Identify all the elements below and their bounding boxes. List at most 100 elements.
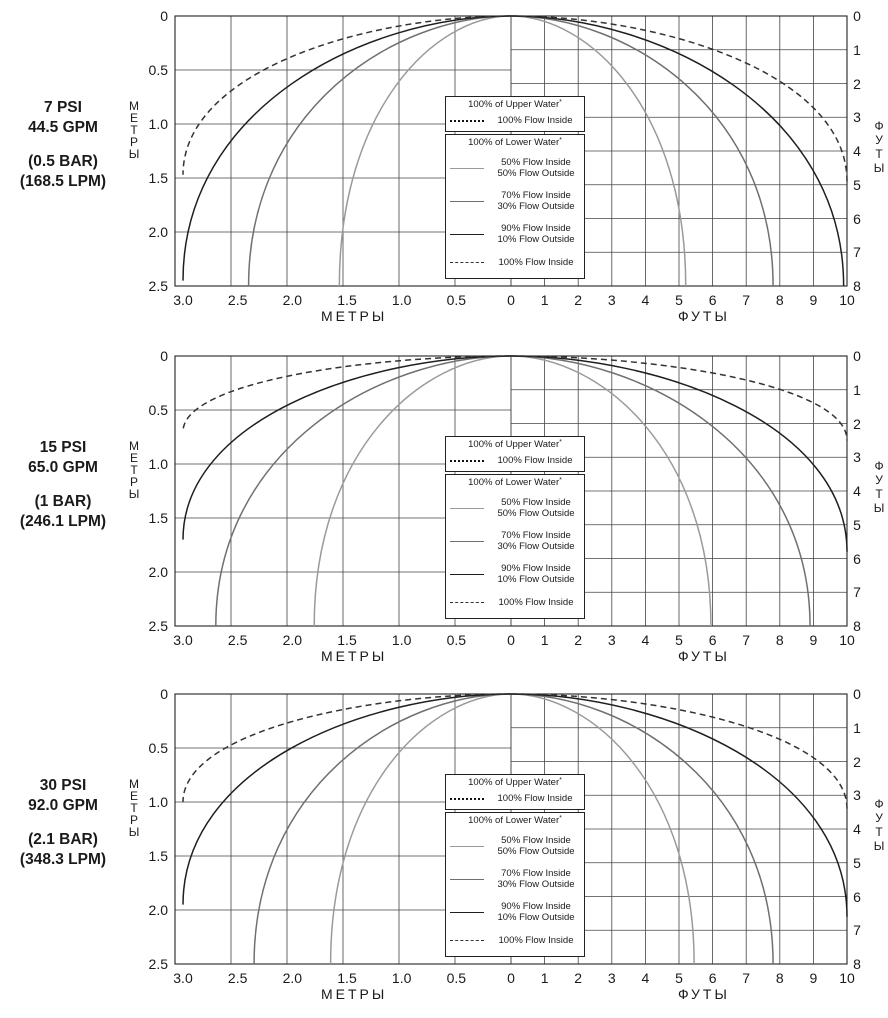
legend-swatch — [450, 846, 484, 847]
flow-gpm: 92.0 GPM — [28, 797, 98, 814]
series-curve — [215, 355, 512, 627]
pressure-psi: 7 PSI — [44, 99, 82, 116]
y-right-tick-label: 7 — [853, 584, 861, 601]
x-right-tick-label: 5 — [675, 292, 683, 308]
legend-lower-title-text: 100% of Lower Water — [468, 815, 560, 826]
y-right-tick-label: 2 — [853, 75, 861, 92]
y-left-tick-label: 0 — [160, 8, 168, 24]
x-left-tick-label: 0 — [507, 632, 515, 648]
legend-item-line2: 30% Flow Outside — [497, 879, 575, 890]
y-right-axis-letter: Ф — [874, 797, 884, 811]
legend-item-line1: 50% Flow Inside — [501, 497, 571, 508]
flow-lpm: (246.1 LPM) — [19, 513, 107, 530]
series-curve — [313, 355, 512, 627]
legend-item-line2: 50% Flow Outside — [497, 168, 575, 179]
y-right-tick-label: 8 — [853, 618, 861, 634]
y-right-axis-letter: Т — [875, 487, 883, 501]
y-right-tick-label: 7 — [853, 244, 861, 261]
legend-asterisk: * — [559, 439, 562, 446]
legend-upper-item-text: 100% Flow Inside — [497, 115, 573, 126]
legend-upper-item: 100% Flow Inside — [450, 114, 582, 128]
x-right-tick-label: 1 — [540, 632, 549, 648]
series-curve — [510, 15, 774, 287]
y-right-tick-label: 8 — [853, 956, 861, 972]
legend-item: 90% Flow Inside 10% Flow Outside — [450, 563, 582, 587]
legend-item-text: 100% Flow Inside — [490, 597, 582, 608]
legend-swatch — [450, 201, 484, 202]
legend-item: 90% Flow Inside 10% Flow Outside — [450, 223, 582, 247]
series-curve — [510, 355, 848, 441]
legend-lower-title-text: 100% of Lower Water — [468, 477, 560, 488]
x-right-axis-label: ФУТЫ — [678, 308, 730, 324]
y-right-tick-label: 1 — [853, 41, 861, 58]
x-left-tick-label: 1.5 — [337, 970, 357, 986]
series-curve — [253, 693, 512, 965]
legend-lower-title-text: 100% of Lower Water — [468, 137, 560, 148]
legend-item-text: 50% Flow Inside 50% Flow Outside — [490, 157, 582, 179]
y-left-axis-letter: Ы — [128, 487, 140, 501]
legend-asterisk: * — [559, 815, 562, 822]
legend-item: 70% Flow Inside 30% Flow Outside — [450, 190, 582, 214]
legend-item-line2: 30% Flow Outside — [497, 541, 575, 552]
legend-item-line1: 90% Flow Inside — [501, 563, 571, 574]
legend-item: 70% Flow Inside 30% Flow Outside — [450, 530, 582, 554]
x-left-tick-label: 0 — [507, 970, 515, 986]
x-right-tick-label: 6 — [708, 632, 717, 648]
y-left-axis-letter: Р — [129, 813, 138, 827]
x-left-tick-label: 2.0 — [282, 970, 303, 986]
x-left-tick-label: 1.5 — [337, 632, 357, 648]
legend-upper-item-text: 100% Flow Inside — [497, 793, 573, 804]
legend-item: 50% Flow Inside 50% Flow Outside — [450, 835, 582, 859]
pressure-info: 30 PSI 92.0 GPM (2.1 BAR) (348.3 LPM) — [0, 776, 126, 870]
legend-asterisk: * — [559, 477, 562, 484]
x-right-tick-label: 9 — [809, 632, 818, 648]
y-left-axis-letter: Ы — [128, 825, 140, 839]
series-curve — [510, 355, 712, 627]
legend-item-line2: 50% Flow Outside — [497, 846, 575, 857]
legend-upper-box: 100% of Upper Water* 100% Flow Inside — [445, 96, 585, 132]
legend-item-text: 100% Flow Inside — [490, 935, 582, 946]
x-right-tick-label: 8 — [775, 970, 784, 986]
legend-swatch — [450, 508, 484, 509]
x-left-tick-label: 1.0 — [391, 292, 412, 308]
x-right-tick-label: 1 — [540, 970, 549, 986]
y-right-axis-letter: У — [875, 811, 883, 825]
x-right-tick-label: 2 — [574, 292, 583, 308]
x-right-tick-label: 3 — [607, 292, 616, 308]
y-right-tick-label: 0 — [853, 348, 861, 364]
y-right-tick-label: 4 — [853, 483, 861, 499]
legend-swatch — [450, 879, 484, 880]
legend-item-line1: 100% Flow Inside — [498, 935, 574, 946]
y-left-axis-letter: Р — [129, 135, 138, 149]
y-left-tick-label: 2.5 — [148, 618, 168, 634]
y-left-tick-label: 0.5 — [148, 740, 168, 756]
legend-item-line1: 90% Flow Inside — [501, 901, 571, 912]
x-right-tick-label: 7 — [742, 292, 751, 308]
legend-swatch — [450, 262, 484, 263]
y-left-axis-letter: М — [129, 99, 139, 113]
x-right-tick-label: 7 — [742, 632, 751, 648]
legend-lower-box: 100% of Lower Water* 50% Flow Inside 50% F… — [445, 134, 585, 279]
legend-item-line2: 50% Flow Outside — [497, 508, 575, 519]
flow-gpm: 65.0 GPM — [28, 459, 98, 476]
x-right-tick-label: 2 — [574, 632, 583, 648]
y-right-axis-letter: У — [875, 473, 883, 487]
series-curve — [329, 693, 512, 965]
y-left-axis-letter: Т — [130, 801, 138, 815]
x-left-tick-label: 0 — [507, 292, 515, 308]
x-right-tick-label: 9 — [809, 970, 818, 986]
series-curve — [510, 15, 845, 287]
series-curve — [510, 693, 774, 965]
legend-asterisk: * — [559, 137, 562, 144]
y-left-tick-label: 2.0 — [148, 224, 168, 240]
x-right-tick-label: 3 — [607, 632, 616, 648]
legend-item-text: 70% Flow Inside 30% Flow Outside — [490, 868, 582, 890]
y-right-tick-label: 1 — [853, 719, 861, 736]
y-right-tick-label: 3 — [853, 449, 861, 466]
info-gap — [0, 478, 126, 492]
legend-upper-title: 100% of Upper Water* — [446, 777, 584, 788]
y-left-tick-label: 2.5 — [148, 956, 168, 972]
x-right-tick-label: 4 — [641, 292, 650, 308]
